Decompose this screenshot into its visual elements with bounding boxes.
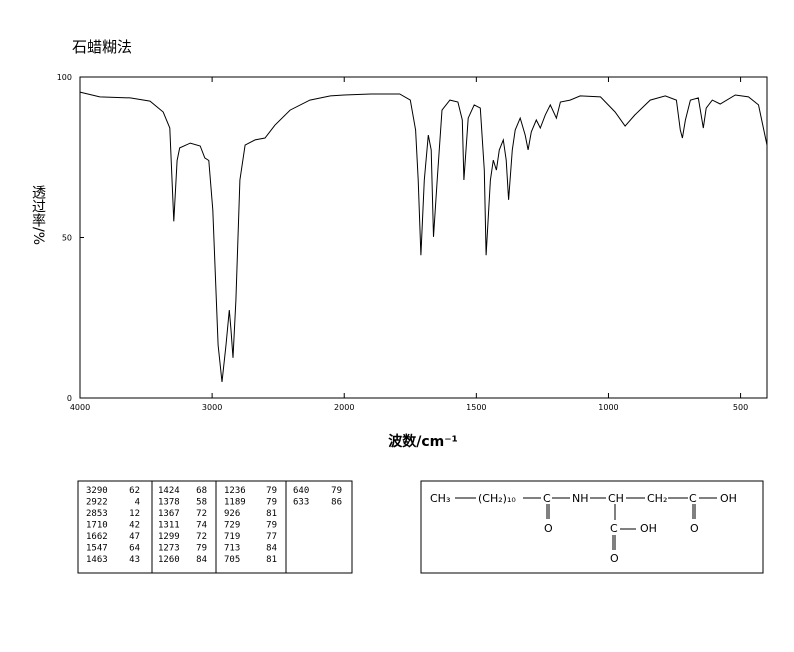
table-wavenumber: 1299	[158, 532, 180, 542]
peak-table: 3290 62 2922 4 2853 12 1710 42 1662 47 1547 64 1463 4…	[77, 480, 353, 574]
table-wavenumber: 633	[293, 498, 309, 508]
table-wavenumber: 1311	[158, 521, 180, 531]
y-tick-label: 50	[62, 234, 72, 243]
x-tick-label: 1500	[466, 403, 486, 412]
atom-label: CH₃	[430, 492, 450, 505]
table-wavenumber: 1367	[158, 509, 180, 519]
table-transmittance: 81	[266, 555, 277, 565]
table-transmittance: 84	[196, 555, 207, 565]
atom-label: O	[610, 552, 619, 565]
table-transmittance: 42	[129, 521, 140, 531]
table-wavenumber: 2922	[86, 498, 108, 508]
x-tick-label: 500	[733, 403, 748, 412]
table-wavenumber: 1424	[158, 486, 180, 496]
table-transmittance: 81	[266, 509, 277, 519]
table-transmittance: 72	[196, 509, 207, 519]
table-transmittance: 74	[196, 521, 207, 531]
table-wavenumber: 1273	[158, 544, 180, 554]
table-transmittance: 79	[266, 498, 277, 508]
atom-label: C	[689, 492, 697, 505]
plot-frame	[79, 76, 768, 399]
table-transmittance: 12	[129, 509, 140, 519]
atom-label: C	[610, 522, 618, 535]
table-wavenumber: 1378	[158, 498, 180, 508]
table-wavenumber: 1236	[224, 486, 246, 496]
table-transmittance: 64	[129, 544, 140, 554]
table-transmittance: 79	[196, 544, 207, 554]
table-transmittance: 47	[129, 532, 140, 542]
structure-frame	[420, 480, 764, 574]
x-tick-label: 1000	[598, 403, 618, 412]
table-transmittance: 58	[196, 498, 207, 508]
atom-label: CH₂	[647, 492, 667, 505]
atom-label: OH	[640, 522, 657, 535]
x-axis-label: 波数/cm⁻¹	[388, 433, 458, 450]
atom-label: C	[543, 492, 551, 505]
y-tick-label: 0	[67, 394, 72, 403]
table-transmittance: 4	[135, 498, 140, 508]
table-wavenumber: 1547	[86, 544, 108, 554]
spectrum-line	[79, 91, 768, 382]
table-transmittance: 79	[266, 486, 277, 496]
y-axis-label: 透过率/%	[30, 185, 46, 246]
table-wavenumber: 729	[224, 521, 240, 531]
structure: CH₃ (CH₂)₁₀ C NH CH CH₂ C OH O C OH O O	[420, 480, 764, 574]
table-wavenumber: 1662	[86, 532, 108, 542]
table-transmittance: 68	[196, 486, 207, 496]
y-tick-label: 100	[57, 73, 72, 82]
table-transmittance: 72	[196, 532, 207, 542]
table-wavenumber: 640	[293, 486, 309, 496]
atom-label: O	[544, 522, 553, 535]
x-tick-label: 3000	[202, 403, 222, 412]
table-wavenumber: 719	[224, 532, 240, 542]
atom-label: (CH₂)₁₀	[478, 492, 516, 505]
chart-title: 石蜡糊法	[72, 38, 132, 56]
table-wavenumber: 1463	[86, 555, 108, 565]
table-wavenumber: 3290	[86, 486, 108, 496]
table-transmittance: 62	[129, 486, 140, 496]
atom-label: OH	[720, 492, 737, 505]
table-wavenumber: 1710	[86, 521, 108, 531]
table-wavenumber: 926	[224, 509, 240, 519]
table-transmittance: 77	[266, 532, 277, 542]
atom-label: CH	[608, 492, 624, 505]
table-transmittance: 79	[331, 486, 342, 496]
table-wavenumber: 1189	[224, 498, 246, 508]
table-wavenumber: 1260	[158, 555, 180, 565]
table-frame	[77, 480, 353, 574]
table-transmittance: 84	[266, 544, 277, 554]
atom-label: NH	[572, 492, 589, 505]
table-transmittance: 43	[129, 555, 140, 565]
table-transmittance: 79	[266, 521, 277, 531]
table-wavenumber: 705	[224, 555, 240, 565]
x-tick-label: 2000	[334, 403, 354, 412]
atom-label: O	[690, 522, 699, 535]
table-wavenumber: 2853	[86, 509, 108, 519]
table-wavenumber: 713	[224, 544, 240, 554]
table-transmittance: 86	[331, 498, 342, 508]
x-tick-label: 4000	[70, 403, 90, 412]
